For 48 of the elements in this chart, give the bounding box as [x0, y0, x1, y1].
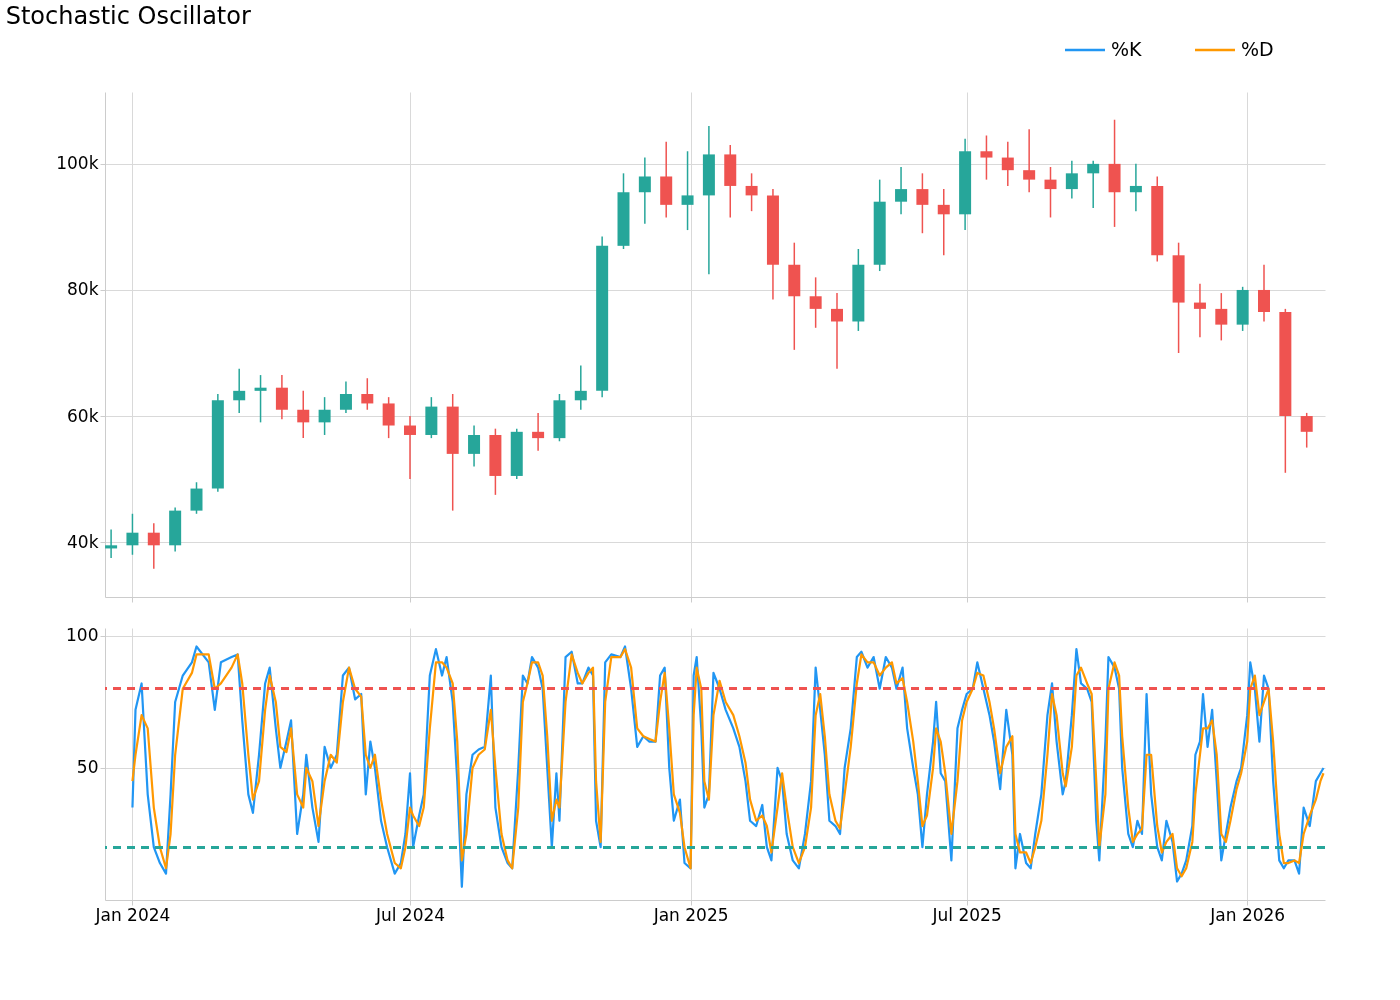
candlestick: [831, 292, 843, 370]
legend-label: %D: [1241, 38, 1274, 60]
candlestick: [468, 424, 481, 468]
candlestick: [1129, 163, 1142, 212]
candlestick: [1001, 141, 1014, 187]
candlestick: [1300, 412, 1313, 449]
candlestick: [382, 396, 395, 439]
candlestick: [297, 390, 310, 439]
candlestick: [937, 188, 950, 257]
y-tick-label: 50: [76, 757, 99, 778]
legend-label: %K: [1111, 38, 1143, 60]
x-tick-label: Jan 2024: [94, 904, 171, 925]
candlestick: [1258, 264, 1270, 323]
y-tick-label: 40k: [67, 531, 99, 552]
candlestick: [638, 156, 651, 225]
candlestick: [147, 522, 160, 570]
candlestick: [1065, 159, 1078, 200]
x-tick-label: Jan 2026: [1209, 904, 1286, 925]
candlestick: [1044, 166, 1057, 219]
candlestick: [895, 166, 908, 216]
candlestick: [126, 513, 139, 556]
candlestick: [190, 481, 203, 515]
candlestick: [1215, 292, 1228, 342]
candlestick: [745, 172, 758, 212]
candlestick: [404, 415, 416, 480]
candlestick: [233, 368, 246, 414]
candlestick: [809, 276, 822, 329]
y-tick-label: 100k: [56, 153, 99, 174]
candlestick: [339, 380, 352, 414]
candlestick: [574, 364, 587, 411]
x-tick-label: Jul 2024: [374, 904, 446, 925]
candlestick: [1087, 159, 1100, 209]
candlestick: [916, 172, 929, 234]
x-tick-label: Jul 2025: [931, 904, 1002, 925]
candlestick: [1023, 128, 1036, 193]
candlestick: [254, 374, 267, 424]
candlestick: [361, 377, 374, 411]
candlestick: [532, 412, 545, 452]
y-tick-label: 80k: [67, 279, 99, 300]
y-tick-label: 100: [66, 625, 99, 646]
candlestick: [681, 150, 694, 231]
candlestick: [318, 396, 331, 436]
candlestick: [275, 374, 288, 420]
chart-title: Stochastic Oscillator: [5, 2, 251, 30]
candlestick: [980, 134, 993, 181]
y-tick-label: 60k: [67, 405, 99, 426]
candlestick: [1193, 282, 1206, 338]
x-tick-label: Jan 2025: [652, 904, 729, 925]
